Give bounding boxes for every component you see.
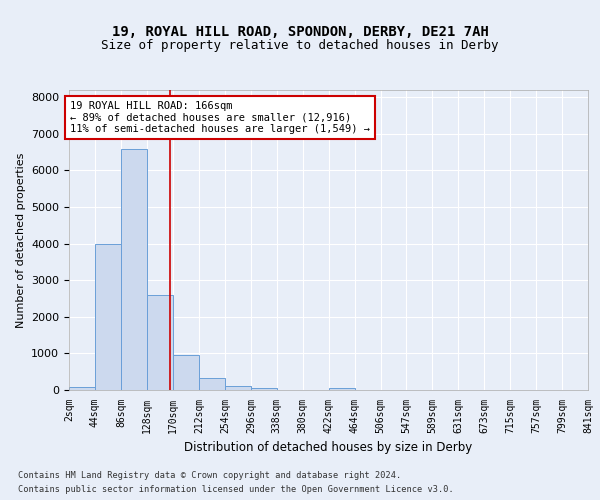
- Bar: [69, 388, 95, 390]
- Bar: [251, 388, 277, 390]
- Bar: [147, 295, 173, 390]
- Y-axis label: Number of detached properties: Number of detached properties: [16, 152, 26, 328]
- Text: Size of property relative to detached houses in Derby: Size of property relative to detached ho…: [101, 40, 499, 52]
- X-axis label: Distribution of detached houses by size in Derby: Distribution of detached houses by size …: [184, 441, 473, 454]
- Text: 19 ROYAL HILL ROAD: 166sqm
← 89% of detached houses are smaller (12,916)
11% of : 19 ROYAL HILL ROAD: 166sqm ← 89% of deta…: [70, 101, 370, 134]
- Bar: [225, 386, 251, 390]
- Text: Contains HM Land Registry data © Crown copyright and database right 2024.: Contains HM Land Registry data © Crown c…: [18, 472, 401, 480]
- Bar: [121, 148, 147, 390]
- Bar: [173, 355, 199, 390]
- Bar: [329, 388, 355, 390]
- Text: Contains public sector information licensed under the Open Government Licence v3: Contains public sector information licen…: [18, 484, 454, 494]
- Text: 19, ROYAL HILL ROAD, SPONDON, DERBY, DE21 7AH: 19, ROYAL HILL ROAD, SPONDON, DERBY, DE2…: [112, 26, 488, 40]
- Bar: [95, 244, 121, 390]
- Bar: [199, 378, 225, 390]
